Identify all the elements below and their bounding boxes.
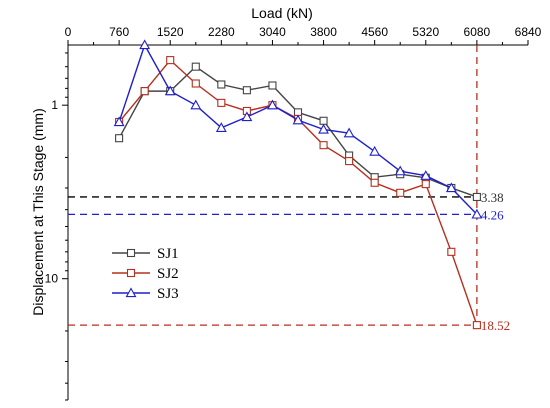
reference-label: 18.52 — [481, 318, 510, 333]
data-point — [191, 79, 200, 88]
legend-label: SJ2 — [157, 266, 179, 282]
data-point — [126, 248, 136, 258]
x-tick-label: 3800 — [310, 25, 337, 39]
x-tick-label: 760 — [109, 25, 129, 39]
x-tick-label: 2280 — [208, 25, 235, 39]
data-point — [242, 86, 251, 95]
data-point — [292, 114, 304, 125]
data-point — [115, 134, 124, 143]
data-point — [140, 87, 149, 96]
y-axis-title: Displacement at This Stage (mm) — [30, 108, 46, 315]
x-axis-title: Load (kN) — [251, 5, 312, 21]
legend-label: SJ1 — [157, 246, 179, 262]
x-tick-label: 6840 — [515, 25, 542, 39]
x-tick-label: 5320 — [412, 25, 439, 39]
data-point — [139, 39, 151, 50]
x-tick-label: 1520 — [157, 25, 184, 39]
data-point — [191, 62, 200, 71]
data-point — [319, 141, 328, 150]
y-tick-label: 10 — [45, 272, 59, 286]
data-point — [217, 98, 226, 107]
data-point — [345, 157, 354, 166]
x-tick-label: 6080 — [464, 25, 491, 39]
legend-label: SJ3 — [157, 286, 179, 302]
y-tick-label: 1 — [51, 98, 58, 112]
data-point — [125, 287, 137, 298]
data-point — [164, 85, 176, 96]
data-point — [343, 127, 355, 138]
data-point — [471, 208, 483, 219]
data-point — [267, 99, 278, 110]
data-point — [319, 116, 328, 125]
x-tick-label: 4560 — [361, 25, 388, 39]
data-point — [268, 81, 277, 90]
series-sj3 — [113, 39, 483, 219]
x-tick-label: 3040 — [259, 25, 286, 39]
reference-label: 4.26 — [481, 207, 504, 222]
data-point — [396, 188, 405, 197]
data-point — [318, 123, 329, 134]
data-point — [472, 321, 481, 330]
data-point — [370, 178, 379, 187]
legend: SJ1 SJ2 SJ3 — [112, 246, 179, 302]
data-point — [190, 99, 202, 110]
reference-label: 3.38 — [481, 190, 504, 205]
data-point — [217, 80, 226, 89]
data-point — [241, 111, 253, 122]
data-point — [420, 170, 432, 180]
series-line — [118, 43, 478, 215]
data-point — [394, 165, 406, 176]
data-point — [215, 122, 227, 132]
data-point — [445, 182, 457, 193]
x-tick-label: 0 — [65, 25, 72, 39]
axes: 0 760 1520 2280 3040 3800 4560 5320 6080 6840 1 10 — [45, 25, 542, 401]
data-point — [447, 247, 456, 256]
data-point — [113, 116, 125, 127]
data-point — [421, 180, 430, 189]
reference-lines: 3.38 4.26 18.52 — [68, 45, 510, 333]
data-point — [369, 145, 381, 156]
data-point — [472, 192, 481, 202]
series-group — [113, 39, 483, 330]
data-point — [126, 268, 136, 278]
data-point — [166, 56, 175, 65]
